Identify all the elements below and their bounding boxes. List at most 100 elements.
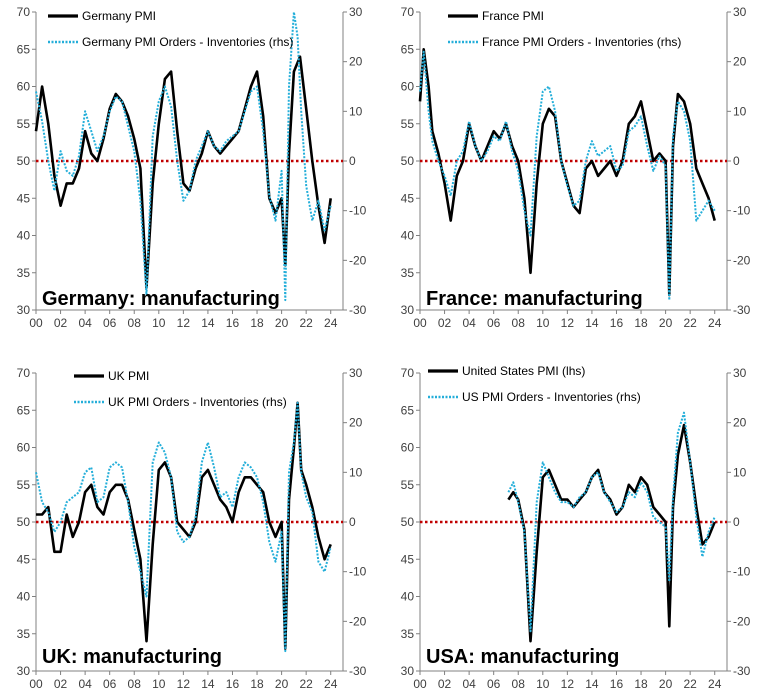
y2-tick-label: 20	[349, 416, 363, 430]
y2-tick-label: -10	[733, 204, 751, 218]
series-line-pmi	[507, 423, 716, 643]
x-tick-label: 22	[299, 316, 313, 330]
y2-tick-label: -20	[349, 253, 367, 267]
series-line-orders-inventories	[35, 11, 332, 302]
x-tick-label: 08	[128, 677, 142, 691]
y2-tick-label: 30	[349, 5, 363, 19]
y2-tick-label: 30	[733, 5, 747, 19]
chart-title: France: manufacturing	[426, 288, 643, 310]
y2-tick-label: -30	[733, 664, 751, 678]
legend-entry: UK PMI Orders - Inventories (rhs)	[108, 395, 287, 409]
x-tick-label: 00	[29, 316, 43, 330]
y-tick-label: 50	[401, 515, 415, 529]
y2-tick-label: 20	[349, 55, 363, 69]
x-tick-label: 04	[462, 677, 476, 691]
y2-tick-label: 0	[733, 154, 740, 168]
y-tick-label: 35	[17, 627, 31, 641]
y-tick-label: 50	[17, 154, 31, 168]
series-line-orders-inventories	[507, 411, 716, 633]
y-tick-label: 60	[401, 80, 415, 94]
y-tick-label: 70	[401, 5, 415, 19]
x-tick-label: 16	[226, 316, 240, 330]
x-tick-label: 14	[201, 677, 215, 691]
legend-entry: Germany PMI Orders - Inventories (rhs)	[82, 35, 293, 49]
y-tick-label: 30	[401, 664, 415, 678]
legend-entry: UK PMI	[108, 369, 149, 383]
series-line-orders-inventories	[35, 401, 332, 653]
x-tick-label: 20	[659, 677, 673, 691]
y2-tick-label: 30	[349, 366, 363, 380]
y2-tick-label: 0	[349, 515, 356, 529]
series-line-pmi	[34, 55, 332, 289]
y2-tick-label: -20	[733, 253, 751, 267]
legend-entry: US PMI Orders - Inventories (rhs)	[462, 390, 641, 404]
y2-tick-label: -10	[733, 565, 751, 579]
series-line-pmi	[418, 47, 716, 297]
y-tick-label: 60	[401, 441, 415, 455]
y-tick-label: 55	[17, 117, 31, 131]
x-tick-label: 12	[561, 677, 575, 691]
y-tick-label: 35	[401, 266, 415, 280]
y-tick-label: 40	[17, 590, 31, 604]
y-tick-label: 35	[401, 627, 415, 641]
x-tick-label: 02	[54, 677, 68, 691]
x-tick-label: 24	[324, 316, 338, 330]
legend-entry: France PMI	[482, 9, 544, 23]
x-tick-label: 06	[487, 316, 501, 330]
x-tick-label: 22	[683, 316, 697, 330]
chart-title: Germany: manufacturing	[42, 288, 280, 310]
x-tick-label: 12	[177, 316, 191, 330]
x-tick-label: 24	[324, 677, 338, 691]
y-tick-label: 70	[401, 366, 415, 380]
y-tick-label: 30	[17, 303, 31, 317]
x-tick-label: 00	[29, 677, 43, 691]
x-tick-label: 06	[103, 316, 117, 330]
y-tick-label: 65	[401, 403, 415, 417]
x-tick-label: 22	[683, 677, 697, 691]
x-tick-label: 12	[177, 677, 191, 691]
x-tick-label: 10	[152, 316, 166, 330]
y-tick-label: 55	[401, 478, 415, 492]
y-tick-label: 65	[17, 403, 31, 417]
x-tick-label: 16	[610, 316, 624, 330]
y-tick-label: 55	[401, 117, 415, 131]
y-tick-label: 55	[17, 478, 31, 492]
chart-title: USA: manufacturing	[426, 646, 619, 668]
x-tick-label: 14	[201, 316, 215, 330]
y-tick-label: 40	[401, 590, 415, 604]
x-tick-label: 04	[78, 316, 92, 330]
y-tick-label: 70	[17, 5, 31, 19]
y2-tick-label: -30	[349, 664, 367, 678]
y2-tick-label: 10	[349, 465, 363, 479]
y2-tick-label: -30	[733, 303, 751, 317]
x-tick-label: 02	[438, 677, 452, 691]
x-tick-label: 02	[438, 316, 452, 330]
x-tick-label: 18	[634, 316, 648, 330]
y2-tick-label: -10	[349, 565, 367, 579]
y-tick-label: 65	[401, 42, 415, 56]
y-tick-label: 65	[17, 42, 31, 56]
series-line-orders-inventories	[419, 50, 716, 302]
y2-tick-label: 20	[733, 416, 747, 430]
x-tick-label: 16	[226, 677, 240, 691]
x-tick-label: 24	[708, 316, 722, 330]
x-tick-label: 06	[487, 677, 501, 691]
y-tick-label: 30	[17, 664, 31, 678]
y-tick-label: 60	[17, 441, 31, 455]
y-tick-label: 50	[401, 154, 415, 168]
x-tick-label: 14	[585, 316, 599, 330]
legend-entry: France PMI Orders - Inventories (rhs)	[482, 35, 681, 49]
x-tick-label: 04	[78, 677, 92, 691]
x-tick-label: 18	[634, 677, 648, 691]
y-tick-label: 45	[17, 552, 31, 566]
y-tick-label: 50	[17, 515, 31, 529]
x-tick-label: 14	[585, 677, 599, 691]
x-tick-label: 18	[250, 316, 264, 330]
x-tick-label: 08	[512, 316, 526, 330]
x-tick-label: 16	[610, 677, 624, 691]
y2-tick-label: -20	[349, 614, 367, 628]
